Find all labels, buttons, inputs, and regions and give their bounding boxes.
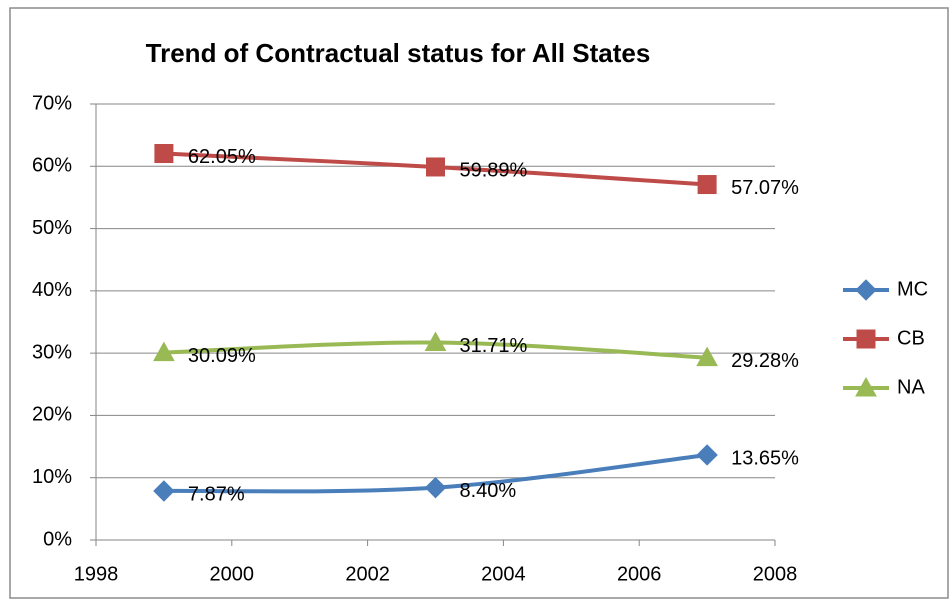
- data-label: 7.87%: [188, 483, 245, 505]
- y-tick-label: 0%: [43, 528, 72, 550]
- marker: [153, 341, 175, 362]
- data-label: 59.89%: [460, 159, 528, 181]
- marker: [424, 476, 447, 499]
- chart-title: Trend of Contractual status for All Stat…: [146, 38, 651, 68]
- y-tick-label: 40%: [32, 279, 72, 301]
- y-tick-label: 50%: [32, 217, 72, 239]
- marker: [153, 480, 175, 502]
- y-tick-label: 70%: [32, 92, 72, 114]
- chart-border: [9, 7, 949, 599]
- marker: [856, 329, 876, 349]
- marker: [154, 144, 174, 164]
- x-tick-label: 2002: [345, 563, 390, 585]
- marker: [855, 279, 877, 301]
- data-label: 57.07%: [731, 177, 799, 199]
- data-label: 30.09%: [188, 345, 256, 367]
- legend-label: MC: [897, 278, 928, 300]
- legend-label: CB: [897, 327, 925, 349]
- marker: [696, 346, 718, 367]
- marker: [696, 444, 718, 466]
- x-tick-label: 2006: [617, 563, 662, 585]
- data-label: 31.71%: [460, 335, 528, 357]
- data-label: 8.40%: [460, 480, 517, 502]
- marker: [697, 175, 717, 195]
- y-tick-label: 20%: [32, 404, 72, 426]
- x-tick-label: 1998: [74, 563, 119, 585]
- marker: [426, 157, 445, 177]
- y-tick-label: 30%: [32, 341, 72, 363]
- y-tick-label: 10%: [32, 466, 72, 488]
- x-tick-label: 2000: [210, 563, 255, 585]
- marker: [424, 331, 447, 351]
- marker: [855, 376, 877, 397]
- x-tick-label: 2008: [753, 563, 798, 585]
- data-label: 13.65%: [731, 447, 799, 469]
- data-label: 29.28%: [731, 350, 799, 372]
- y-tick-label: 60%: [32, 155, 72, 177]
- x-tick-label: 2004: [481, 563, 526, 585]
- data-label: 62.05%: [188, 146, 256, 168]
- legend-label: NA: [897, 376, 925, 398]
